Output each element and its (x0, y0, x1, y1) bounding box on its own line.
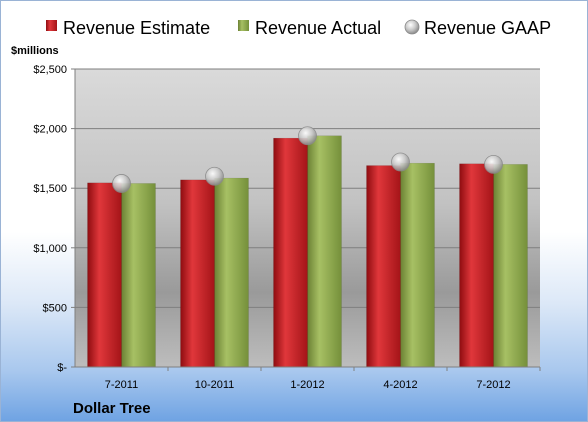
y-unit-label: $millions (11, 45, 59, 57)
x-tick-label: 10-2011 (195, 379, 235, 391)
legend-swatch-revenue-estimate (46, 20, 57, 31)
legend-label-revenue-estimate: Revenue Estimate (63, 18, 210, 38)
revenue-gaap-marker (112, 174, 131, 193)
revenue-actual-bar (121, 183, 156, 368)
legend-label-revenue-actual: Revenue Actual (255, 18, 381, 38)
legend-swatch-revenue-actual (238, 20, 249, 31)
x-tick-label: 7-2012 (476, 379, 510, 391)
x-axis-ticks: 7-2011 10-2011 1-2012 4-2012 7-2012 (105, 367, 541, 391)
y-tick-label: $- (57, 362, 67, 374)
y-tick-label: $1,500 (33, 183, 67, 195)
revenue-actual-bar (307, 135, 342, 368)
bars (87, 135, 528, 368)
company-name: Dollar Tree (73, 400, 151, 417)
gaap-markers (112, 126, 503, 193)
revenue-actual-bar (493, 164, 528, 368)
x-tick-label: 4-2012 (383, 379, 417, 391)
revenue-gaap-marker (205, 166, 224, 186)
legend: Revenue Estimate Revenue Actual Revenue … (46, 18, 551, 38)
y-tick-label: $1,000 (33, 243, 67, 255)
revenue-estimate-bar (366, 165, 401, 368)
x-tick-label: 1-2012 (290, 379, 324, 391)
legend-swatch-revenue-gaap (404, 19, 420, 35)
revenue-gaap-marker (298, 126, 317, 146)
legend-label-revenue-gaap: Revenue GAAP (424, 18, 551, 38)
revenue-estimate-bar (459, 163, 494, 368)
revenue-actual-bar (400, 162, 435, 368)
revenue-actual-bar (214, 177, 249, 368)
revenue-gaap-marker (484, 154, 503, 174)
revenue-estimate-bar (180, 179, 215, 368)
y-tick-label: $2,500 (33, 64, 67, 76)
revenue-estimate-bar (87, 182, 122, 368)
y-axis-ticks: $- $500 $1,000 $1,500 $2,000 $2,500 (33, 64, 67, 374)
revenue-estimate-bar (273, 137, 308, 368)
x-tick-label: 7-2011 (105, 379, 138, 391)
revenue-gaap-marker (391, 152, 410, 172)
y-tick-label: $500 (43, 302, 67, 314)
y-tick-label: $2,000 (33, 124, 67, 136)
